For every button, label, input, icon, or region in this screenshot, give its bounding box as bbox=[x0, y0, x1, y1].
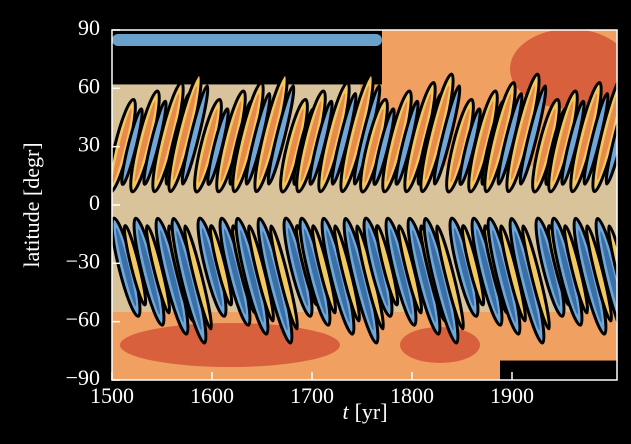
x-tick-label: 1800 bbox=[390, 383, 434, 408]
south-cap bbox=[500, 360, 617, 380]
wing-core bbox=[488, 93, 512, 181]
wing-core bbox=[600, 231, 617, 331]
wing bbox=[432, 84, 462, 186]
wing-core bbox=[115, 227, 137, 307]
wing-core bbox=[536, 108, 556, 183]
polar-strip bbox=[112, 34, 382, 46]
wing bbox=[604, 84, 617, 186]
wing-core bbox=[176, 231, 202, 331]
wing bbox=[521, 224, 551, 331]
wing-core bbox=[112, 108, 132, 183]
wing-core bbox=[304, 228, 326, 315]
wing-core bbox=[552, 101, 574, 182]
wing bbox=[183, 224, 213, 331]
wing-core bbox=[453, 227, 475, 307]
wing-core bbox=[428, 231, 454, 331]
wing-core bbox=[156, 93, 180, 181]
wing-core bbox=[492, 229, 516, 323]
wing-core bbox=[367, 227, 389, 307]
wing-core bbox=[138, 228, 160, 315]
plot-frame bbox=[111, 29, 618, 381]
wing-core bbox=[556, 228, 578, 315]
x-axis-unit: [yr] bbox=[355, 399, 388, 424]
x-tick-label: 1900 bbox=[490, 383, 534, 408]
wing bbox=[607, 224, 617, 331]
y-tick-label: −90 bbox=[66, 365, 100, 390]
wing-core bbox=[364, 108, 384, 183]
wing-core bbox=[160, 229, 184, 323]
wing bbox=[518, 84, 548, 186]
y-axis-label: latitude [degr] bbox=[19, 142, 44, 267]
y-tick-label: −60 bbox=[66, 307, 100, 332]
wing-core bbox=[424, 85, 450, 180]
wing-core bbox=[287, 227, 309, 307]
wing bbox=[269, 224, 299, 331]
wing-core bbox=[300, 101, 322, 182]
wing bbox=[180, 84, 210, 186]
wing-core bbox=[201, 227, 223, 307]
wing-core bbox=[240, 229, 264, 323]
wing-core bbox=[262, 231, 288, 331]
y-tick-label: 90 bbox=[78, 15, 100, 40]
y-tick-label: −30 bbox=[66, 248, 100, 273]
x-tick-label: 1600 bbox=[190, 383, 234, 408]
wing-core bbox=[172, 85, 198, 180]
wing-core bbox=[284, 108, 304, 183]
wing-core bbox=[578, 229, 602, 323]
wing-core bbox=[574, 93, 598, 181]
wing-core bbox=[236, 93, 260, 181]
wing-core bbox=[412, 229, 436, 323]
wing-core bbox=[326, 229, 350, 323]
wing-core bbox=[390, 228, 412, 315]
x-tick-label: 1500 bbox=[90, 383, 134, 408]
y-tick-label: 60 bbox=[78, 73, 100, 98]
wing-core bbox=[510, 85, 536, 180]
wing-core bbox=[220, 101, 242, 182]
south-hot bbox=[400, 327, 480, 363]
wing-core bbox=[408, 93, 432, 181]
wing-core bbox=[596, 85, 617, 180]
wing-core bbox=[386, 101, 408, 182]
wing bbox=[266, 84, 296, 186]
y-tick-label: 0 bbox=[89, 190, 100, 215]
y-tick-label: 30 bbox=[78, 132, 100, 157]
x-axis-symbol: t bbox=[342, 399, 349, 424]
wing-core bbox=[450, 108, 470, 183]
wing-core bbox=[224, 228, 246, 315]
wing-core bbox=[322, 93, 346, 181]
wing-core bbox=[258, 85, 284, 180]
wing-core bbox=[198, 108, 218, 183]
x-axis-label: t [yr] bbox=[342, 399, 387, 424]
wing-core bbox=[134, 101, 156, 182]
wing-core bbox=[348, 231, 374, 331]
wing-core bbox=[472, 101, 494, 182]
x-tick-label: 1700 bbox=[290, 383, 334, 408]
wing-core bbox=[539, 227, 561, 307]
wing-core bbox=[514, 231, 540, 331]
contour-field bbox=[112, 30, 617, 380]
wing bbox=[435, 224, 465, 331]
south-hot bbox=[120, 323, 340, 367]
wing-core bbox=[344, 85, 370, 180]
wing-core bbox=[476, 228, 498, 315]
